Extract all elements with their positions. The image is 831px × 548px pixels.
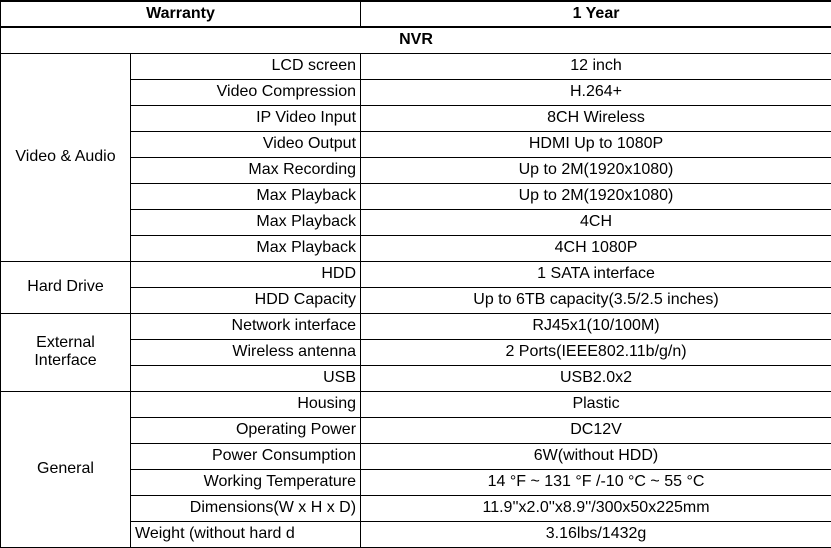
param-cell: LCD screen bbox=[131, 53, 361, 79]
value-cell: 4CH 1080P bbox=[361, 235, 831, 261]
param-cell: Weight (without hard d bbox=[131, 521, 361, 547]
value-cell: HDMI Up to 1080P bbox=[361, 131, 831, 157]
warranty-value: 1 Year bbox=[361, 1, 831, 27]
table-row: GeneralHousingPlastic bbox=[1, 391, 831, 417]
table-row: Video & AudioLCD screen12 inch bbox=[1, 53, 831, 79]
value-cell: USB2.0x2 bbox=[361, 365, 831, 391]
value-cell: 8CH Wireless bbox=[361, 105, 831, 131]
value-cell: 14 °F ~ 131 °F /-10 °C ~ 55 °C bbox=[361, 469, 831, 495]
param-cell: Housing bbox=[131, 391, 361, 417]
value-cell: DC12V bbox=[361, 417, 831, 443]
value-cell: Up to 2M(1920x1080) bbox=[361, 183, 831, 209]
value-cell: 12 inch bbox=[361, 53, 831, 79]
spec-table: Warranty 1 Year NVR Video & AudioLCD scr… bbox=[0, 0, 831, 548]
param-cell: Power Consumption bbox=[131, 443, 361, 469]
value-cell: 3.16lbs/1432g bbox=[361, 521, 831, 547]
value-cell: 2 Ports(IEEE802.11b/g/n) bbox=[361, 339, 831, 365]
table-row: Hard DriveHDD1 SATA interface bbox=[1, 261, 831, 287]
param-cell: Max Playback bbox=[131, 183, 361, 209]
param-cell: Video Output bbox=[131, 131, 361, 157]
param-cell: Wireless antenna bbox=[131, 339, 361, 365]
warranty-row: Warranty 1 Year bbox=[1, 1, 831, 27]
value-cell: Up to 6TB capacity(3.5/2.5 inches) bbox=[361, 287, 831, 313]
param-cell: USB bbox=[131, 365, 361, 391]
value-cell: RJ45x1(10/100M) bbox=[361, 313, 831, 339]
value-cell: Plastic bbox=[361, 391, 831, 417]
category-cell: Video & Audio bbox=[1, 53, 131, 261]
value-cell: 6W(without HDD) bbox=[361, 443, 831, 469]
value-cell: Up to 2M(1920x1080) bbox=[361, 157, 831, 183]
value-cell: 4CH bbox=[361, 209, 831, 235]
warranty-label: Warranty bbox=[1, 1, 361, 27]
param-cell: Working Temperature bbox=[131, 469, 361, 495]
param-cell: HDD Capacity bbox=[131, 287, 361, 313]
param-cell: Network interface bbox=[131, 313, 361, 339]
param-cell: HDD bbox=[131, 261, 361, 287]
category-cell: External Interface bbox=[1, 313, 131, 391]
section-title-row: NVR bbox=[1, 27, 831, 53]
param-cell: Operating Power bbox=[131, 417, 361, 443]
param-cell: Video Compression bbox=[131, 79, 361, 105]
value-cell: H.264+ bbox=[361, 79, 831, 105]
value-cell: 11.9''x2.0''x8.9''/300x50x225mm bbox=[361, 495, 831, 521]
value-cell: 1 SATA interface bbox=[361, 261, 831, 287]
param-cell: IP Video Input bbox=[131, 105, 361, 131]
param-cell: Max Recording bbox=[131, 157, 361, 183]
category-cell: Hard Drive bbox=[1, 261, 131, 313]
table-row: External InterfaceNetwork interfaceRJ45x… bbox=[1, 313, 831, 339]
table-body: Warranty 1 Year NVR Video & AudioLCD scr… bbox=[1, 1, 831, 547]
param-cell: Max Playback bbox=[131, 209, 361, 235]
param-cell: Max Playback bbox=[131, 235, 361, 261]
param-cell: Dimensions(W x H x D) bbox=[131, 495, 361, 521]
section-title: NVR bbox=[1, 27, 831, 53]
category-cell: General bbox=[1, 391, 131, 547]
